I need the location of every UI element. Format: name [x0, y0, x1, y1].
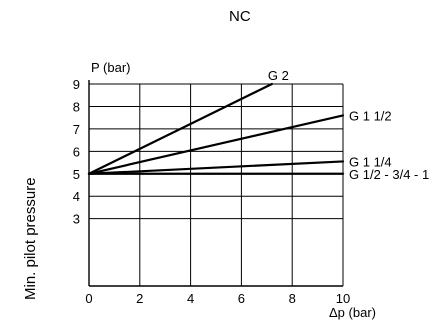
x-tick-label: 4	[187, 291, 194, 306]
y-tick-label: 8	[73, 99, 80, 114]
y-tick-label: 5	[73, 167, 80, 182]
axes	[88, 80, 343, 287]
x-tick-label: 10	[336, 291, 350, 306]
y-tick-label: 3	[73, 212, 80, 227]
grid	[89, 83, 344, 286]
y-tick-label: 6	[73, 144, 80, 159]
labels: 0 2 4 6 8 10 3 4 5 6 7 8 9 P (bar) Δp (bar) G 2 G 1 1/2 G…	[73, 60, 429, 320]
series-line	[87, 82, 273, 175]
series-label: G 1/2 - 3/4 - 1	[349, 167, 429, 182]
y-axis-caption: P (bar)	[91, 60, 131, 75]
x-tick-label: 0	[85, 291, 92, 306]
x-tick-label: 6	[238, 291, 245, 306]
series-lines	[87, 82, 345, 175]
y-tick-label: 9	[73, 77, 80, 92]
y-tick-label: 4	[73, 189, 80, 204]
y-tick-label: 7	[73, 122, 80, 137]
series-label: G 1 1/2	[349, 108, 392, 123]
x-tick-label: 8	[289, 291, 296, 306]
x-axis-caption: Δp (bar)	[329, 305, 376, 320]
series-label: G 1 1/4	[349, 154, 392, 169]
series-label: G 2	[268, 68, 289, 83]
series-line	[87, 114, 345, 175]
series-line	[87, 160, 345, 175]
x-tick-label: 2	[136, 291, 143, 306]
chart-title: NC	[229, 8, 251, 25]
